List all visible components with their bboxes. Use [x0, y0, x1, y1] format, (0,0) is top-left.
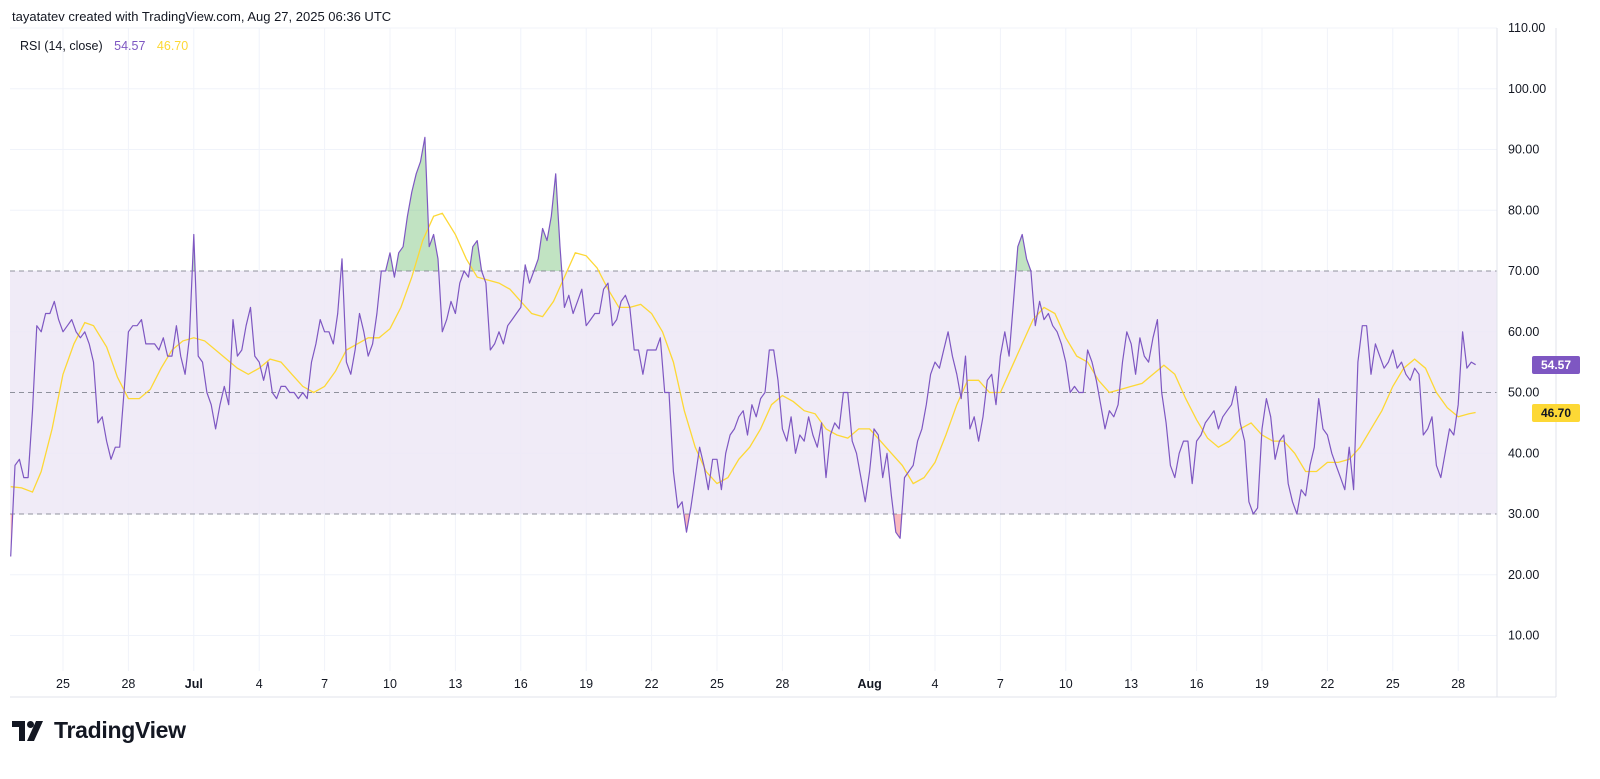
oversold-fill — [893, 514, 902, 539]
y-tick-label: 60.00 — [1508, 325, 1539, 339]
x-tick-label: 10 — [1059, 677, 1073, 691]
x-tick-label: Aug — [857, 677, 881, 691]
chart-attribution: tayatatev created with TradingView.com, … — [12, 9, 392, 24]
y-tick-label: 50.00 — [1508, 386, 1539, 400]
x-tick-label: 16 — [1190, 677, 1204, 691]
x-tick-label: 25 — [1386, 677, 1400, 691]
x-tick-label: 22 — [645, 677, 659, 691]
x-axis-labels: 25 28 Jul 4 7 10 13 16 19 22 25 28 Aug 4 7 10 13 16 19 22 25… — [56, 677, 1465, 691]
overbought-fill — [385, 252, 394, 271]
x-tick-label: 4 — [932, 677, 939, 691]
x-tick-label: 25 — [56, 677, 70, 691]
y-tick-label: 40.00 — [1508, 446, 1539, 460]
tradingview-brand[interactable]: TradingView — [12, 717, 186, 744]
y-tick-label: 10.00 — [1508, 629, 1539, 643]
x-tick-label: 28 — [121, 677, 135, 691]
x-tick-label: 16 — [514, 677, 528, 691]
overbought-fill — [533, 173, 562, 271]
y-tick-label: 70.00 — [1508, 264, 1539, 278]
x-tick-label: 28 — [775, 677, 789, 691]
series-lines — [10, 136, 1476, 557]
rsi-line — [10, 136, 1476, 557]
x-tick-label: 10 — [383, 677, 397, 691]
y-tick-label: 100.00 — [1508, 82, 1546, 96]
x-tick-label: 28 — [1451, 677, 1465, 691]
indicator-name: RSI (14, close) — [20, 39, 103, 53]
tradingview-wordmark: TradingView — [54, 717, 186, 743]
ma-legend-value: 46.70 — [156, 39, 189, 53]
y-tick-label: 30.00 — [1508, 507, 1539, 521]
x-tick-label: Jul — [185, 677, 203, 691]
y-tick-label: 90.00 — [1508, 143, 1539, 157]
x-tick-label: 13 — [1124, 677, 1138, 691]
tradingview-logo-icon — [12, 720, 43, 741]
rsi-legend-value: 54.57 — [114, 39, 146, 53]
ma-line — [10, 212, 1476, 493]
x-tick-label: 25 — [710, 677, 724, 691]
x-tick-label: 7 — [997, 677, 1004, 691]
x-tick-label: 4 — [256, 677, 263, 691]
y-tick-label: 80.00 — [1508, 203, 1539, 217]
ma-last-value-tag: 46.70 — [1532, 403, 1580, 422]
overbought-fill — [469, 240, 482, 271]
y-axis-labels: 110.00 100.00 90.00 80.00 70.00 60.00 50.00 40.… — [1508, 21, 1546, 643]
y-tick-label: 110.00 — [1508, 21, 1545, 35]
y-tick-label: 20.00 — [1508, 568, 1539, 582]
indicator-legend[interactable]: RSI (14, close) 54.57 46.70 — [20, 39, 188, 53]
rsi-band-lines — [10, 270, 1497, 515]
oversold-fill — [683, 514, 690, 533]
x-tick-label: 13 — [448, 677, 462, 691]
overbought-fill — [395, 137, 439, 271]
x-tick-label: 22 — [1320, 677, 1334, 691]
x-tick-label: 7 — [321, 677, 328, 691]
x-tick-label: 19 — [579, 677, 593, 691]
rsi-last-value-tag: 54.57 — [1532, 355, 1580, 374]
x-tick-label: 19 — [1255, 677, 1269, 691]
